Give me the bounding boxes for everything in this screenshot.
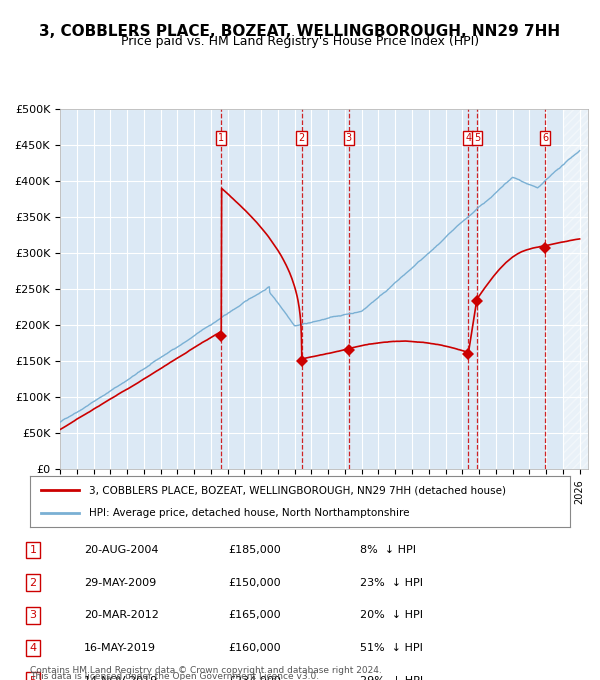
Text: 20-AUG-2004: 20-AUG-2004 bbox=[84, 545, 158, 555]
Text: 51%  ↓ HPI: 51% ↓ HPI bbox=[360, 643, 423, 653]
Text: 3, COBBLERS PLACE, BOZEAT, WELLINGBOROUGH, NN29 7HH: 3, COBBLERS PLACE, BOZEAT, WELLINGBOROUG… bbox=[40, 24, 560, 39]
Text: 5: 5 bbox=[29, 676, 37, 680]
Text: 1: 1 bbox=[218, 133, 224, 143]
Text: 29-MAY-2009: 29-MAY-2009 bbox=[84, 578, 156, 588]
Text: 16-MAY-2019: 16-MAY-2019 bbox=[84, 643, 156, 653]
Text: Contains HM Land Registry data © Crown copyright and database right 2024.: Contains HM Land Registry data © Crown c… bbox=[30, 666, 382, 675]
Text: 4: 4 bbox=[29, 643, 37, 653]
Text: 23%  ↓ HPI: 23% ↓ HPI bbox=[360, 578, 423, 588]
Text: 3: 3 bbox=[29, 611, 37, 620]
Text: 20-MAR-2012: 20-MAR-2012 bbox=[84, 611, 159, 620]
Text: Price paid vs. HM Land Registry's House Price Index (HPI): Price paid vs. HM Land Registry's House … bbox=[121, 35, 479, 48]
Text: 2: 2 bbox=[298, 133, 305, 143]
Text: HPI: Average price, detached house, North Northamptonshire: HPI: Average price, detached house, Nort… bbox=[89, 508, 410, 517]
Text: 2: 2 bbox=[29, 578, 37, 588]
Text: 6: 6 bbox=[542, 133, 548, 143]
Text: 29%  ↓ HPI: 29% ↓ HPI bbox=[360, 676, 423, 680]
Text: This data is licensed under the Open Government Licence v3.0.: This data is licensed under the Open Gov… bbox=[30, 673, 319, 680]
Text: £150,000: £150,000 bbox=[228, 578, 281, 588]
Text: 3: 3 bbox=[346, 133, 352, 143]
Text: 1: 1 bbox=[29, 545, 37, 555]
Bar bbox=[563, 109, 588, 469]
Text: £160,000: £160,000 bbox=[228, 643, 281, 653]
Text: 4: 4 bbox=[466, 133, 472, 143]
Text: 14-NOV-2019: 14-NOV-2019 bbox=[84, 676, 158, 680]
Text: £234,000: £234,000 bbox=[228, 676, 281, 680]
Text: 5: 5 bbox=[474, 133, 480, 143]
Text: £165,000: £165,000 bbox=[228, 611, 281, 620]
Text: 8%  ↓ HPI: 8% ↓ HPI bbox=[360, 545, 416, 555]
Text: £185,000: £185,000 bbox=[228, 545, 281, 555]
Text: 20%  ↓ HPI: 20% ↓ HPI bbox=[360, 611, 423, 620]
Text: 3, COBBLERS PLACE, BOZEAT, WELLINGBOROUGH, NN29 7HH (detached house): 3, COBBLERS PLACE, BOZEAT, WELLINGBOROUG… bbox=[89, 486, 506, 495]
